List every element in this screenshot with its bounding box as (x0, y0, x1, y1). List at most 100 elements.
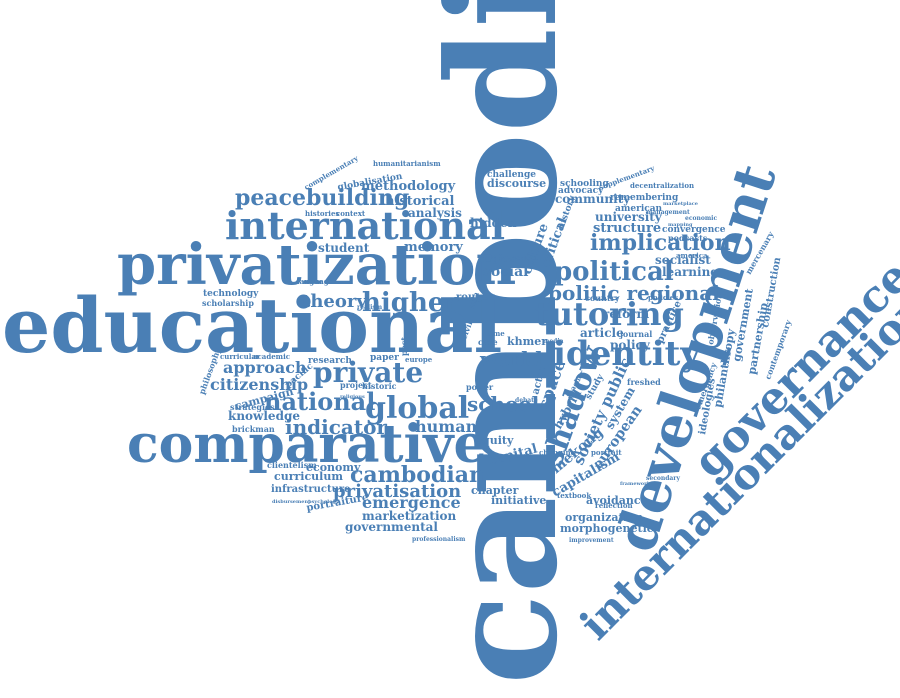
word-historic: historic (362, 381, 397, 391)
word-portrait: portrait (591, 448, 622, 457)
word-politic-regional: politic regional (548, 281, 720, 305)
word-american: american (615, 204, 663, 214)
word-cambodia: cambodia (415, 0, 591, 685)
word-freshed: freshed (627, 377, 661, 387)
word-policies: policies (648, 293, 678, 302)
word-structure: structure (593, 221, 661, 236)
word-virtuesation: virtuesation (495, 531, 537, 538)
word-professionalism: professionalism (412, 536, 466, 543)
word-national: national (264, 387, 375, 416)
word-global: global (365, 391, 469, 426)
word-country: country (585, 293, 620, 303)
word-debate: debate (515, 397, 538, 404)
word-higher: higher (362, 288, 458, 318)
word-methodology: methodology (361, 179, 456, 194)
word-scholarship: scholarship (202, 298, 254, 308)
word-economy: economy (306, 461, 361, 474)
word-strategies: strategies (230, 402, 275, 412)
word-research: research (308, 356, 352, 366)
word-discourse: discourse (487, 177, 546, 190)
word-peacebuilding: peacebuilding (235, 185, 409, 211)
word-learning: learning (662, 265, 719, 279)
word-language: language (297, 277, 334, 286)
word-media: media (543, 338, 564, 345)
word-remembering: remembering (610, 193, 679, 203)
word-socialist: socialist (655, 253, 711, 267)
word-curricular: curricular (220, 352, 260, 361)
word-political: political (554, 257, 674, 287)
word-rouge: rouge (456, 292, 489, 303)
word-implication: implication (590, 230, 731, 256)
word-academic: academic (253, 352, 290, 361)
word-post: post (399, 337, 409, 356)
word-construction: construction (760, 256, 783, 329)
word-disbursement: disbursement (272, 499, 311, 505)
word-initiative: initiative (491, 494, 546, 507)
word-educational: educational (2, 281, 502, 370)
word-approach: approach (223, 358, 307, 377)
word-brickman: brickman (232, 424, 275, 434)
word-private: private (313, 356, 423, 389)
word-reform: reform (603, 307, 649, 321)
word-time: time (487, 329, 505, 338)
word-privatization: privatization (117, 232, 516, 298)
word-infrastructure: infrastructure (271, 484, 351, 495)
word-schooling: schooling (560, 179, 609, 189)
word-context: context (336, 209, 366, 218)
word-memory: memory (404, 240, 463, 255)
word-university: university (595, 210, 663, 224)
word-improvement: improvement (569, 537, 614, 544)
word-indicator: indicator (285, 415, 387, 439)
word-economic: economic (685, 215, 717, 222)
word-reflection: reflection (595, 501, 633, 510)
word-humanitarianism: humanitarianism (373, 159, 441, 168)
word-secondary: secondary (646, 475, 680, 482)
word-america: america (676, 251, 708, 260)
word-advocacy: advocacy (558, 186, 604, 196)
word-social: social (483, 264, 528, 280)
word-governmental: governmental (345, 520, 438, 534)
word-morphogenetic: morphogenetic (560, 522, 654, 535)
word-emergence: emergence (362, 493, 461, 512)
word-organization: organization (565, 511, 643, 524)
word-citizenship: citizenship (210, 375, 308, 394)
word-psychology: psychology (308, 499, 340, 505)
word-khmer: khmer (507, 335, 547, 348)
word-journal: journal (619, 329, 652, 339)
word-historical: historical (385, 194, 455, 209)
word-human: human (415, 417, 478, 436)
word-challenge: challenge (487, 170, 536, 180)
word-privatisation: privatisation (333, 481, 461, 502)
word-management: management (646, 209, 690, 216)
word-identity: identity (553, 334, 701, 374)
word-framework: framework (620, 481, 651, 487)
word-curriculum: curriculum (274, 470, 343, 483)
word-decentralization: decentralization (630, 181, 694, 190)
word-textbook: textbook (557, 491, 591, 500)
word-realism: realism (357, 304, 383, 311)
word-analysis: analysis (408, 206, 462, 220)
word-world: world (479, 347, 543, 371)
word-region: region (480, 254, 517, 265)
word-tutoring: tutoring (535, 295, 684, 333)
word-community: community (555, 192, 631, 206)
word-technology: technology (203, 289, 259, 299)
word-project: project (340, 380, 372, 390)
word-school: school (467, 392, 540, 416)
word-changing: changing (539, 448, 576, 457)
word-theory: theory (302, 291, 367, 312)
word-religious: religious (340, 394, 365, 400)
word-equity: equity (475, 434, 514, 447)
word-conflict: conflict (513, 255, 538, 262)
word-podcasts: podcasts (668, 233, 708, 243)
word-power: power (466, 382, 494, 392)
word-hidden: hidden (470, 216, 517, 230)
word-marketization: marketization (362, 509, 457, 523)
word-knowledge: knowledge (228, 409, 300, 423)
word-histories: histories (305, 209, 339, 218)
word-chapter: chapter (471, 484, 519, 497)
word-comparative: comparative (127, 414, 487, 475)
word-avoidance: avoidance (586, 494, 648, 507)
word-europe: europe (405, 355, 433, 364)
word-clientelism: clientelism (267, 460, 317, 470)
